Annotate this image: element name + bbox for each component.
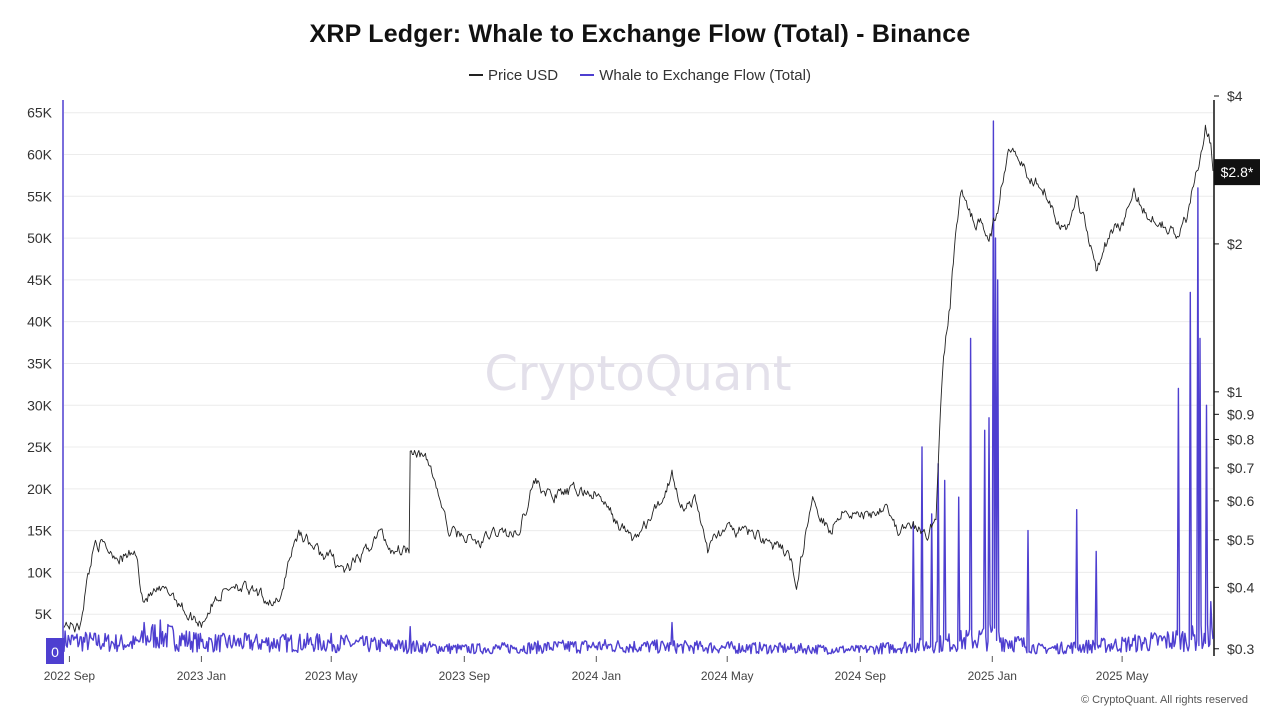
legend-label-price: Price USD (488, 66, 559, 84)
x-axis: 2022 Sep 2023 Jan 2023 May 2023 Sep 2024 Jan… (44, 656, 1149, 683)
left-tick-label: 40K (27, 314, 53, 330)
x-tick-label: 2023 Sep (439, 669, 491, 683)
right-tick-label: $0.6 (1227, 493, 1254, 509)
right-tick-label: $0.9 (1227, 406, 1254, 422)
price-line (63, 124, 1214, 633)
current-price-label: $2.8* (1221, 164, 1254, 180)
right-tick-label: $0.3 (1227, 641, 1254, 657)
left-tick-label: 20K (27, 481, 53, 497)
left-axis: 0 5K 10K 15K 20K 25K 30K 35K 40K 45K 50K 55K 60K 65K (27, 100, 64, 664)
left-tick-label: 0 (51, 644, 59, 660)
right-tick-label: $1 (1227, 384, 1243, 400)
left-tick-label: 30K (27, 397, 53, 413)
price-series (63, 124, 1214, 633)
right-tick-label: $0.5 (1227, 532, 1254, 548)
x-tick-label: 2024 May (701, 669, 754, 683)
legend-item-price[interactable]: Price USD (469, 67, 558, 84)
current-price-badge (1214, 159, 1260, 186)
left-tick-label: 55K (27, 188, 53, 204)
left-tick-label: 50K (27, 230, 53, 246)
watermark: CryptoQuant (484, 346, 791, 402)
left-tick-label: 65K (27, 105, 53, 121)
x-tick-label: 2025 Jan (968, 669, 1017, 683)
x-tick-label: 2023 May (305, 669, 358, 683)
x-tick-label: 2022 Sep (44, 669, 96, 683)
price-badges: $2.8* (1214, 159, 1260, 186)
legend-swatch-price (469, 74, 484, 76)
left-tick-label: 35K (27, 355, 53, 371)
right-axis: $0.3 $0.4 $0.5 $0.6 $0.7 $0.8 $0.9 $1 $2 $4 (1213, 88, 1254, 657)
left-tick-label: 45K (27, 272, 53, 288)
left-tick-label: 60K (27, 147, 53, 163)
right-tick-label: $4 (1227, 88, 1243, 104)
legend-label-flow: Whale to Exchange Flow (Total) (599, 66, 811, 84)
left-tick-label: 15K (27, 523, 53, 539)
copyright: © CryptoQuant. All rights reserved (1080, 694, 1248, 706)
right-tick-label: $0.8 (1227, 431, 1254, 447)
flow-line (63, 120, 1214, 655)
legend: Price USD Whale to Exchange Flow (Total) (0, 63, 1280, 84)
right-tick-label: $0.7 (1227, 460, 1254, 476)
left-tick-label: 10K (27, 564, 53, 580)
left-tick-label: 25K (27, 439, 53, 455)
flow-series (63, 120, 1214, 655)
left-tick-label: 5K (35, 606, 53, 622)
x-tick-label: 2024 Jan (572, 669, 621, 683)
right-tick-label: $0.4 (1227, 579, 1254, 595)
x-tick-label: 2023 Jan (177, 669, 226, 683)
x-tick-label: 2025 May (1096, 669, 1149, 683)
right-tick-label: $2 (1227, 236, 1243, 252)
legend-swatch-flow (580, 74, 595, 76)
legend-item-flow[interactable]: Whale to Exchange Flow (Total) (580, 67, 811, 84)
chart-title: XRP Ledger: Whale to Exchange Flow (Tota… (309, 20, 971, 48)
left-zero-badge (46, 638, 64, 664)
x-tick-label: 2024 Sep (835, 669, 887, 683)
grid-lines (64, 112, 1213, 615)
